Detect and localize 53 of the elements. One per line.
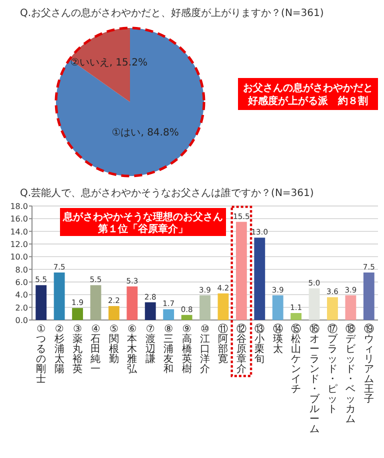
bar xyxy=(327,297,338,320)
bar xyxy=(200,295,210,320)
bar xyxy=(363,272,374,320)
x-tick-label: ⑭瑛太 xyxy=(272,323,283,355)
category-label: ⑰ブラッド・ピット xyxy=(327,324,338,415)
x-tick-label: ⑥本木雅弘 xyxy=(127,324,138,375)
chart-title: Q.お父さんの息がさわやかだと、好感度が上がりますか？(N=361) xyxy=(20,7,324,19)
y-tick-label: 2.0 xyxy=(15,303,28,312)
bar xyxy=(272,295,284,320)
y-tick-label: 16.0 xyxy=(10,214,28,224)
bar xyxy=(290,313,302,320)
x-tick-label: ⑤関根勤 xyxy=(108,324,119,365)
bar xyxy=(108,306,120,320)
x-tick-label: ①つるの剛士 xyxy=(36,324,46,385)
x-tick-label: ④石田純一 xyxy=(90,324,101,375)
x-tick-label: ③薬丸裕英 xyxy=(72,324,83,375)
y-tick-label: 12.0 xyxy=(10,240,28,249)
bar xyxy=(72,308,83,320)
x-tick-label: ⑫谷原章介 xyxy=(236,323,246,375)
bar xyxy=(345,295,356,320)
y-tick-label: 4.0 xyxy=(15,290,28,300)
y-tick-label: 6.0 xyxy=(15,278,28,287)
x-tick-label: ⑧三浦友和 xyxy=(164,324,174,375)
bar xyxy=(36,285,47,320)
x-tick-label: ⑦渡辺謙 xyxy=(145,324,156,365)
category-label: ⑱デビッド・ベッカム xyxy=(346,324,356,425)
bar xyxy=(54,272,65,320)
bar xyxy=(90,285,102,320)
annotation: 息がさわやかそうな理想のお父さん第１位「谷原章介」 xyxy=(62,211,223,235)
bar xyxy=(163,309,174,320)
x-tick-label: ⑩江口洋介 xyxy=(200,324,210,375)
x-tick-label: ⑬小栗旬 xyxy=(254,323,265,365)
y-tick-label: 8.0 xyxy=(15,265,28,274)
y-tick-label: 14.0 xyxy=(10,227,28,236)
bar xyxy=(308,288,320,320)
bar xyxy=(126,286,138,320)
y-tick-label: 0.0 xyxy=(15,316,28,325)
x-tick-label: ⑨高橋英樹 xyxy=(182,324,192,375)
text: お父さんの息がさわやかだと好感度が上がる派 約８割 xyxy=(243,82,373,107)
bar xyxy=(218,293,229,320)
x-tick-label: ⑪阿部寛 xyxy=(218,323,228,365)
y-tick-label: 18.0 xyxy=(10,202,28,211)
bar xyxy=(254,238,266,320)
category-label: ⑯オーランド・ブルーム xyxy=(309,324,320,435)
slice-label: ①はい, 84.8% xyxy=(112,128,179,139)
bar xyxy=(181,314,192,320)
x-tick-label: ⑮松山ケンイチ xyxy=(291,323,302,395)
chart-title: Q.芸能人で、息がさわやかそうなお父さんは誰ですか？(N=361) xyxy=(20,187,314,199)
bar xyxy=(236,222,247,320)
bar xyxy=(144,302,156,320)
y-tick-label: 10.0 xyxy=(10,252,28,262)
x-tick-label: ⑲ウィリアム王子 xyxy=(364,323,374,405)
x-tick-label: ②杉浦太陽 xyxy=(53,324,64,375)
